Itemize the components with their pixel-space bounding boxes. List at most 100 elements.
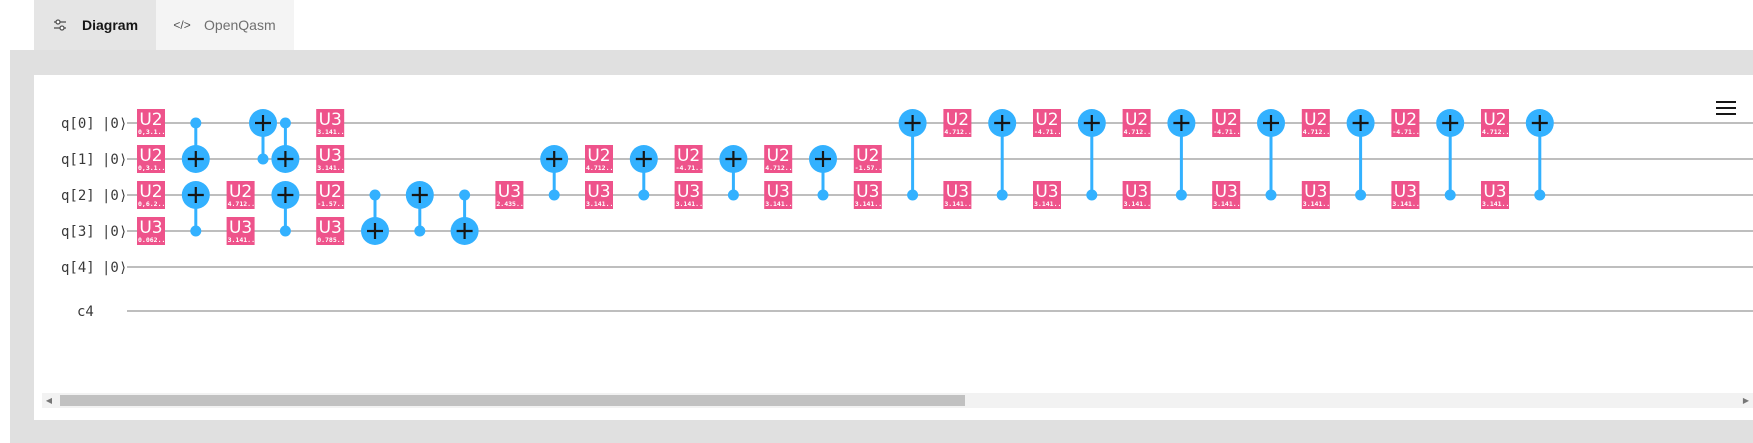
cnot-gate[interactable] — [1436, 109, 1465, 201]
single-qubit-gate[interactable]: U33.141... — [1212, 181, 1245, 209]
cnot-gate[interactable] — [988, 109, 1017, 201]
single-qubit-gate[interactable]: U33.141... — [943, 181, 976, 209]
gate-param: -4.71... — [1034, 128, 1065, 136]
cnot-gate[interactable] — [181, 117, 210, 174]
gate-box — [1301, 109, 1330, 137]
gate-box — [316, 181, 345, 209]
gate-box — [137, 145, 165, 173]
gate-name: U2 — [139, 146, 162, 166]
gate-name: U3 — [1483, 182, 1506, 202]
single-qubit-gate[interactable]: U33.141... — [1391, 181, 1424, 209]
qubit-label: q[4] — [61, 260, 95, 276]
single-qubit-gate[interactable]: U24.712... — [764, 145, 797, 173]
single-qubit-gate[interactable]: U32.435... — [495, 181, 528, 209]
gate-param: 3.141... — [1034, 200, 1065, 208]
scroll-left-arrow-icon[interactable]: ◀ — [45, 396, 53, 405]
cnot-gate[interactable] — [1346, 109, 1375, 201]
single-qubit-gate[interactable]: U24.712... — [1301, 109, 1334, 137]
single-qubit-gate[interactable]: U33.141... — [226, 217, 259, 245]
single-qubit-gate[interactable]: U33.141... — [1481, 181, 1513, 209]
single-qubit-gate[interactable]: U24.712... — [943, 109, 976, 137]
gate-param: -1.57... — [855, 164, 886, 172]
single-qubit-gate[interactable]: U33.141... — [316, 109, 349, 137]
cnot-gate[interactable] — [898, 109, 927, 201]
single-qubit-gate[interactable]: U33.141... — [585, 181, 617, 209]
gate-box — [1391, 109, 1420, 137]
cnot-gate[interactable] — [405, 181, 434, 237]
classical-register-label: c4 — [77, 304, 94, 320]
gate-name: U3 — [319, 146, 342, 166]
gate-name: U2 — [767, 146, 790, 166]
gate-box — [1212, 181, 1241, 209]
cnot-gate[interactable] — [629, 145, 658, 201]
single-qubit-gate[interactable]: U2-4.71... — [674, 145, 707, 173]
gate-name: U3 — [946, 182, 969, 202]
single-qubit-gate[interactable]: U33.141... — [1033, 181, 1065, 209]
cnot-gate[interactable] — [1167, 109, 1196, 201]
gate-param: 4.712... — [228, 200, 259, 208]
single-qubit-gate[interactable]: U24.712... — [1481, 109, 1513, 137]
single-qubit-gate[interactable]: U2-4.71... — [1391, 109, 1424, 137]
single-qubit-gate[interactable]: U33.141... — [674, 181, 707, 209]
cnot-gate[interactable] — [271, 117, 300, 174]
gate-name: U3 — [1215, 182, 1238, 202]
cnot-control-dot — [1265, 189, 1277, 201]
gate-box — [585, 181, 613, 209]
single-qubit-gate[interactable]: U24.712... — [226, 181, 259, 209]
gate-param: 3.141... — [1482, 200, 1513, 208]
cnot-gate[interactable] — [450, 189, 479, 246]
cnot-gate[interactable] — [271, 181, 300, 237]
single-qubit-gate[interactable]: U2-1.57... — [853, 145, 886, 173]
cnot-control-dot — [548, 189, 560, 201]
single-qubit-gate[interactable]: U33.141... — [1301, 181, 1334, 209]
gate-name: U2 — [677, 146, 700, 166]
single-qubit-gate[interactable]: U30.062... — [137, 217, 169, 245]
qubit-init-state: |0⟩ — [102, 152, 127, 168]
single-qubit-gate[interactable]: U20,6.2... — [137, 181, 169, 209]
tab-openqasm[interactable]: </> OpenQasm — [156, 0, 294, 50]
cnot-gate[interactable] — [181, 181, 210, 237]
scroll-thumb[interactable] — [60, 395, 965, 406]
cnot-gate[interactable] — [1257, 109, 1285, 201]
scroll-right-arrow-icon[interactable]: ▶ — [1742, 396, 1750, 405]
cnot-gate[interactable] — [809, 145, 837, 201]
tab-diagram[interactable]: Diagram — [34, 0, 157, 50]
single-qubit-gate[interactable]: U2-1.57... — [316, 181, 349, 209]
gate-name: U2 — [946, 110, 969, 130]
gate-param: 0.785... — [317, 236, 348, 244]
cnot-gate[interactable] — [1525, 109, 1554, 201]
cnot-control-dot — [190, 117, 202, 129]
single-qubit-gate[interactable]: U20,3.1... — [137, 109, 169, 137]
gate-name: U3 — [319, 218, 342, 238]
cnot-gate[interactable] — [540, 145, 569, 201]
cnot-control-dot — [1175, 189, 1187, 201]
gate-box — [674, 145, 703, 173]
cnot-control-dot — [638, 189, 650, 201]
code-icon: </> — [173, 18, 191, 32]
single-qubit-gate[interactable]: U33.141... — [316, 145, 349, 173]
gate-param: -4.71... — [1392, 128, 1423, 136]
single-qubit-gate[interactable]: U33.141... — [764, 181, 797, 209]
cnot-control-dot — [414, 225, 426, 237]
gate-name: U2 — [319, 182, 342, 202]
cnot-gate[interactable] — [361, 189, 389, 246]
hamburger-menu-icon[interactable] — [1716, 101, 1736, 119]
single-qubit-gate[interactable]: U2-4.71... — [1033, 109, 1065, 137]
single-qubit-gate[interactable]: U2-4.71... — [1212, 109, 1245, 137]
gate-box — [1481, 181, 1509, 209]
gate-param: 3.141... — [317, 128, 348, 136]
cnot-control-dot — [1534, 189, 1546, 201]
single-qubit-gate[interactable]: U33.141... — [853, 181, 886, 209]
cnot-gate[interactable] — [719, 145, 748, 201]
single-qubit-gate[interactable]: U20,3.1... — [137, 145, 169, 173]
horizontal-scrollbar[interactable]: ◀ ▶ — [42, 393, 1753, 408]
single-qubit-gate[interactable]: U24.712... — [1122, 109, 1155, 137]
cnot-gate[interactable] — [1077, 109, 1106, 201]
cnot-gate[interactable] — [249, 109, 277, 165]
cnot-control-dot — [996, 189, 1008, 201]
single-qubit-gate[interactable]: U24.712... — [585, 145, 617, 173]
single-qubit-gate[interactable]: U33.141... — [1122, 181, 1155, 209]
gate-param: 4.712... — [1482, 128, 1513, 136]
qubit-label: q[1] — [61, 152, 95, 168]
single-qubit-gate[interactable]: U30.785... — [316, 217, 349, 245]
